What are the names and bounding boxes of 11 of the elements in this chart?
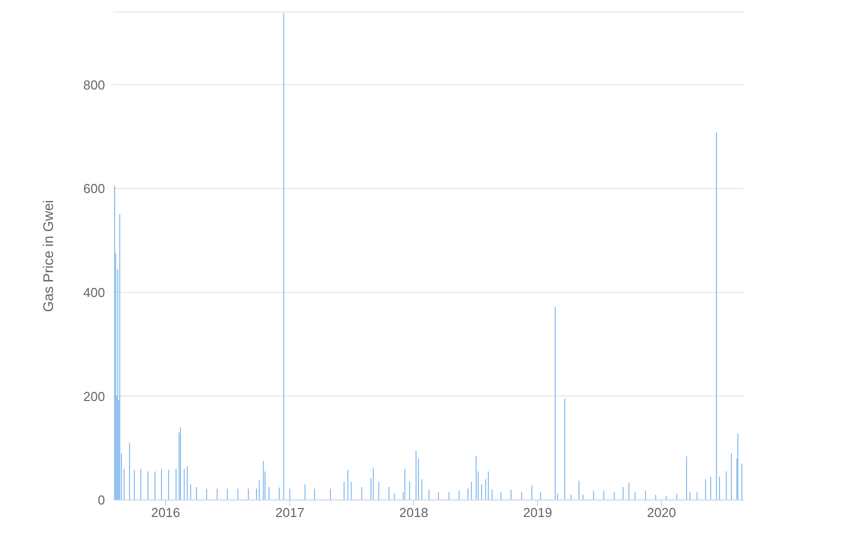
- y-tick-label: 0: [98, 492, 105, 508]
- y-tick-label: 800: [83, 77, 105, 92]
- y-tick-label: 400: [83, 284, 105, 300]
- y-tick-label: 600: [83, 181, 105, 196]
- x-tick-label: 2019: [523, 505, 552, 520]
- x-tick-label: 2018: [399, 505, 428, 520]
- x-tick-label: 2020: [647, 505, 676, 520]
- y-tick-label: 200: [83, 388, 105, 404]
- x-tick-label: 2017: [275, 505, 304, 520]
- x-tick-label: 2016: [151, 505, 180, 520]
- y-axis-title: Gas Price in Gwei: [40, 200, 56, 312]
